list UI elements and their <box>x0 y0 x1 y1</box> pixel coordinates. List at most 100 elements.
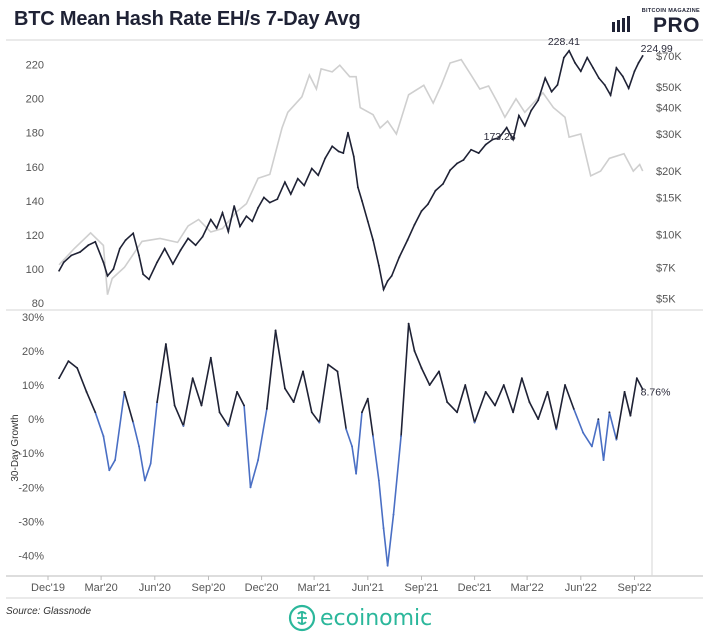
hashrate-point <box>276 198 279 201</box>
x-tick-label: Sep'21 <box>405 582 439 594</box>
hashrate-point <box>562 56 565 59</box>
y-tick-label: 200 <box>26 94 44 106</box>
hashrate-point <box>124 239 127 241</box>
growth-point <box>407 322 410 325</box>
hashrate-annotation: 173.28 <box>484 131 516 143</box>
growth-segment <box>386 513 395 567</box>
growth-segment <box>446 401 458 414</box>
hashrate-point <box>603 84 606 86</box>
growth-point <box>164 343 167 346</box>
x-tick-label: Mar'22 <box>510 582 543 594</box>
price-tick-label: $50K <box>656 82 682 94</box>
hashrate-point <box>106 274 109 277</box>
hashrate-point <box>296 177 299 180</box>
growth-tick-label: -10% <box>18 448 44 460</box>
growth-point <box>345 428 348 431</box>
growth-segment <box>210 356 221 414</box>
hashrate-point <box>434 189 437 192</box>
growth-point <box>641 388 644 391</box>
growth-point <box>456 411 458 414</box>
hashrate-point <box>505 126 508 129</box>
hashrate-point <box>544 77 547 80</box>
growth-segment <box>392 435 402 516</box>
growth-point <box>464 384 467 386</box>
hashrate-point <box>420 210 423 213</box>
y-tick-label: 120 <box>26 230 44 242</box>
hashrate-point <box>251 220 254 223</box>
hashrate-point <box>477 152 480 155</box>
growth-point <box>623 390 626 393</box>
growth-segment <box>494 384 505 407</box>
hashrate-point <box>257 206 259 209</box>
chart-title: BTC Mean Hash Rate EH/s 7-Day Avg <box>14 8 361 30</box>
growth-segment <box>227 391 238 427</box>
growth-segment <box>512 377 523 414</box>
hashrate-point <box>641 55 644 57</box>
hashrate-point <box>118 247 121 250</box>
growth-segment <box>236 391 245 407</box>
y-tick-label: 180 <box>26 128 44 140</box>
growth-point <box>602 459 605 461</box>
growth-point <box>351 445 353 448</box>
y-tick-label: 80 <box>32 298 44 310</box>
price-tick-label: $20K <box>656 166 682 178</box>
growth-segment <box>94 411 105 437</box>
growth-point <box>200 404 203 407</box>
growth-point <box>318 421 321 424</box>
growth-point <box>446 401 449 403</box>
growth-segment <box>144 462 152 482</box>
growth-segment <box>564 384 575 410</box>
hashrate-point <box>201 235 204 238</box>
hashrate-point <box>209 218 212 221</box>
hashrate-point <box>58 269 60 272</box>
hashrate-point <box>568 49 571 52</box>
growth-point <box>473 421 476 424</box>
hashrate-point <box>102 261 105 264</box>
ecoinomic-logo-icon <box>288 604 316 632</box>
hashrate-point <box>317 174 320 177</box>
growth-point <box>400 435 402 438</box>
hashrate-point <box>179 249 182 252</box>
growth-segment <box>582 431 593 448</box>
growth-point <box>546 390 549 393</box>
growth-segment <box>591 418 600 448</box>
growth-segment <box>602 411 611 461</box>
growth-segment <box>266 329 277 410</box>
growth-segment <box>123 391 135 424</box>
growth-tick-label: -20% <box>18 482 44 494</box>
hashrate-point <box>382 288 385 291</box>
growth-segment <box>473 391 487 424</box>
hashrate-point <box>142 273 145 276</box>
price-tick-label: $15K <box>656 193 682 205</box>
x-tick-label: Jun'22 <box>565 582 597 594</box>
growth-segment <box>537 391 549 420</box>
growth-point <box>138 445 140 448</box>
growth-point <box>191 377 194 380</box>
growth-segment <box>597 418 605 461</box>
hashrate-point <box>87 244 90 247</box>
growth-point <box>292 401 295 403</box>
hashrate-point <box>62 261 65 264</box>
growth-segment <box>521 377 531 403</box>
hashrate-point <box>377 264 380 267</box>
growth-segment <box>636 377 644 391</box>
price-series <box>58 58 644 295</box>
growth-point <box>372 435 374 438</box>
ecoinomic-watermark: ecoinomic <box>288 604 432 632</box>
growth-point <box>58 377 60 380</box>
growth-point <box>123 390 126 393</box>
y-axis-label-growth: 30-Day Growth <box>10 414 21 481</box>
growth-point <box>512 411 515 414</box>
growth-point <box>572 407 575 410</box>
hashrate-point <box>263 196 265 199</box>
hashrate-point <box>342 152 345 155</box>
growth-segment <box>191 377 203 407</box>
growth-tick-label: 30% <box>22 312 44 324</box>
growth-segment <box>400 322 410 437</box>
growth-point <box>608 411 611 414</box>
hashrate-point <box>615 66 618 69</box>
growth-segment <box>502 384 514 414</box>
growth-point <box>502 384 505 386</box>
hashrate-point <box>303 184 306 187</box>
hashrate-point <box>70 254 73 257</box>
